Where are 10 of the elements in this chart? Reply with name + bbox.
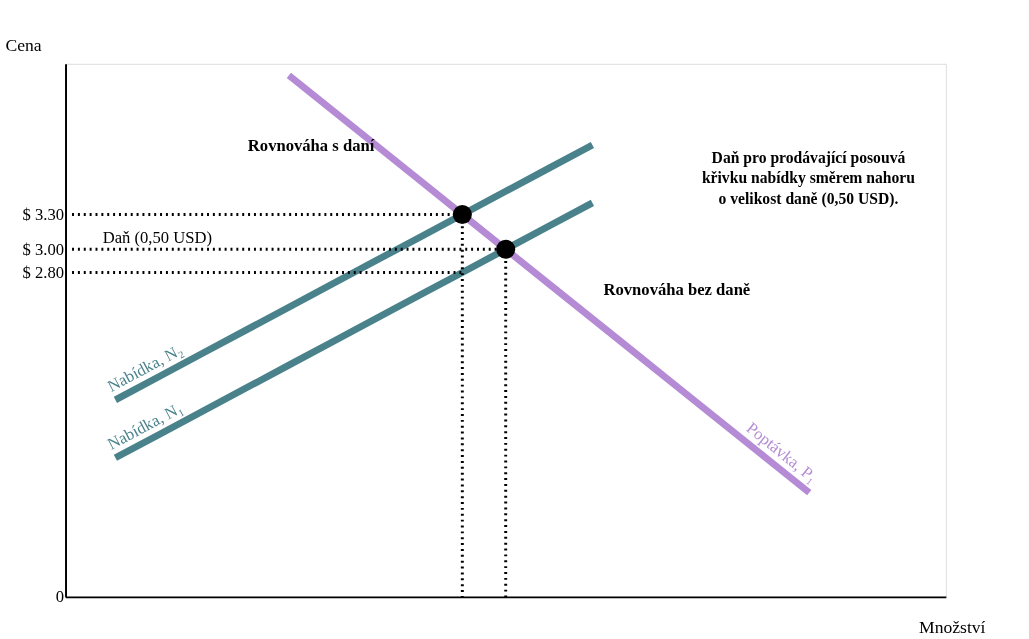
x-axis-title: Množství (919, 616, 986, 637)
y-tick-label: 0 (55, 587, 65, 607)
y-tick-label: $ 3.30 (22, 204, 65, 224)
y-tick-label: $ 2.80 (22, 262, 65, 282)
y-axis-title: Cena (5, 34, 42, 55)
annotation: Rovnováha bez daně (603, 280, 751, 300)
annotation: Rovnováha s daní (247, 135, 375, 155)
annotation: Daň pro prodávající posouvá křivku nabídky směrem nahoru o velikost daně (0,50 USD). (701, 148, 916, 208)
annotation: Daň (0,50 USD) (102, 227, 213, 247)
y-tick-label: $ 3.00 (22, 239, 65, 259)
